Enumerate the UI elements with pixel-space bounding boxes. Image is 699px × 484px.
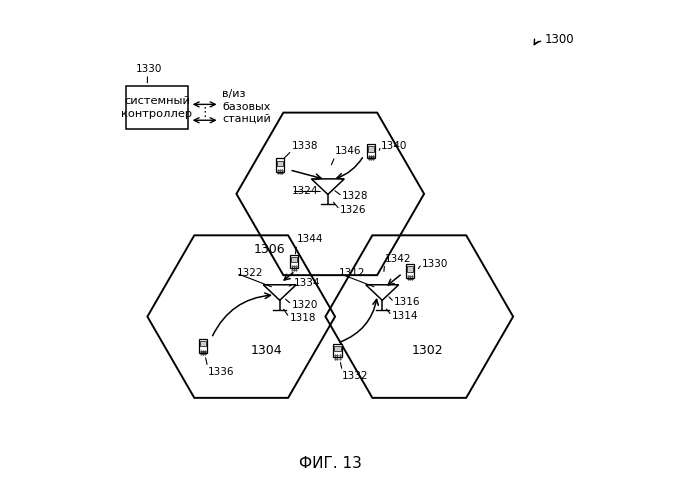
Text: 1320: 1320 xyxy=(291,300,318,310)
Bar xyxy=(368,146,374,151)
Text: ⋮: ⋮ xyxy=(199,106,211,119)
Bar xyxy=(200,341,206,347)
Text: 1334: 1334 xyxy=(294,278,321,288)
Text: 1344: 1344 xyxy=(296,234,323,244)
Text: 1304: 1304 xyxy=(251,344,282,357)
Text: 1340: 1340 xyxy=(381,141,407,151)
Text: 1306: 1306 xyxy=(253,242,285,256)
Bar xyxy=(290,255,298,269)
Text: 1328: 1328 xyxy=(343,191,369,201)
Text: 1318: 1318 xyxy=(289,313,316,322)
Text: системный
контроллер: системный контроллер xyxy=(122,96,192,119)
Text: 1326: 1326 xyxy=(340,205,366,215)
Text: в/из
базовых
станций: в/из базовых станций xyxy=(222,89,271,124)
Bar xyxy=(291,257,297,262)
Bar xyxy=(405,264,414,278)
Text: 1330: 1330 xyxy=(136,64,161,74)
Text: 1330: 1330 xyxy=(421,258,448,269)
Text: 1338: 1338 xyxy=(291,140,318,151)
Bar xyxy=(334,346,340,351)
Text: 1322: 1322 xyxy=(236,268,263,278)
Text: 1302: 1302 xyxy=(412,344,444,357)
Text: 1324: 1324 xyxy=(291,186,318,197)
Text: ФИГ. 13: ФИГ. 13 xyxy=(298,455,361,470)
Text: 1300: 1300 xyxy=(545,33,574,46)
Bar xyxy=(407,266,412,272)
Text: 1332: 1332 xyxy=(343,371,369,381)
Text: 1316: 1316 xyxy=(394,297,421,307)
FancyBboxPatch shape xyxy=(126,86,188,129)
Bar xyxy=(275,158,284,172)
Bar xyxy=(333,344,342,358)
Text: 1336: 1336 xyxy=(208,367,234,377)
Bar xyxy=(199,339,207,353)
Bar xyxy=(367,144,375,158)
Text: 1342: 1342 xyxy=(384,254,411,264)
Text: 1314: 1314 xyxy=(392,311,418,320)
Text: 1312: 1312 xyxy=(339,268,366,278)
Text: 1346: 1346 xyxy=(335,146,361,156)
Bar xyxy=(277,161,283,166)
